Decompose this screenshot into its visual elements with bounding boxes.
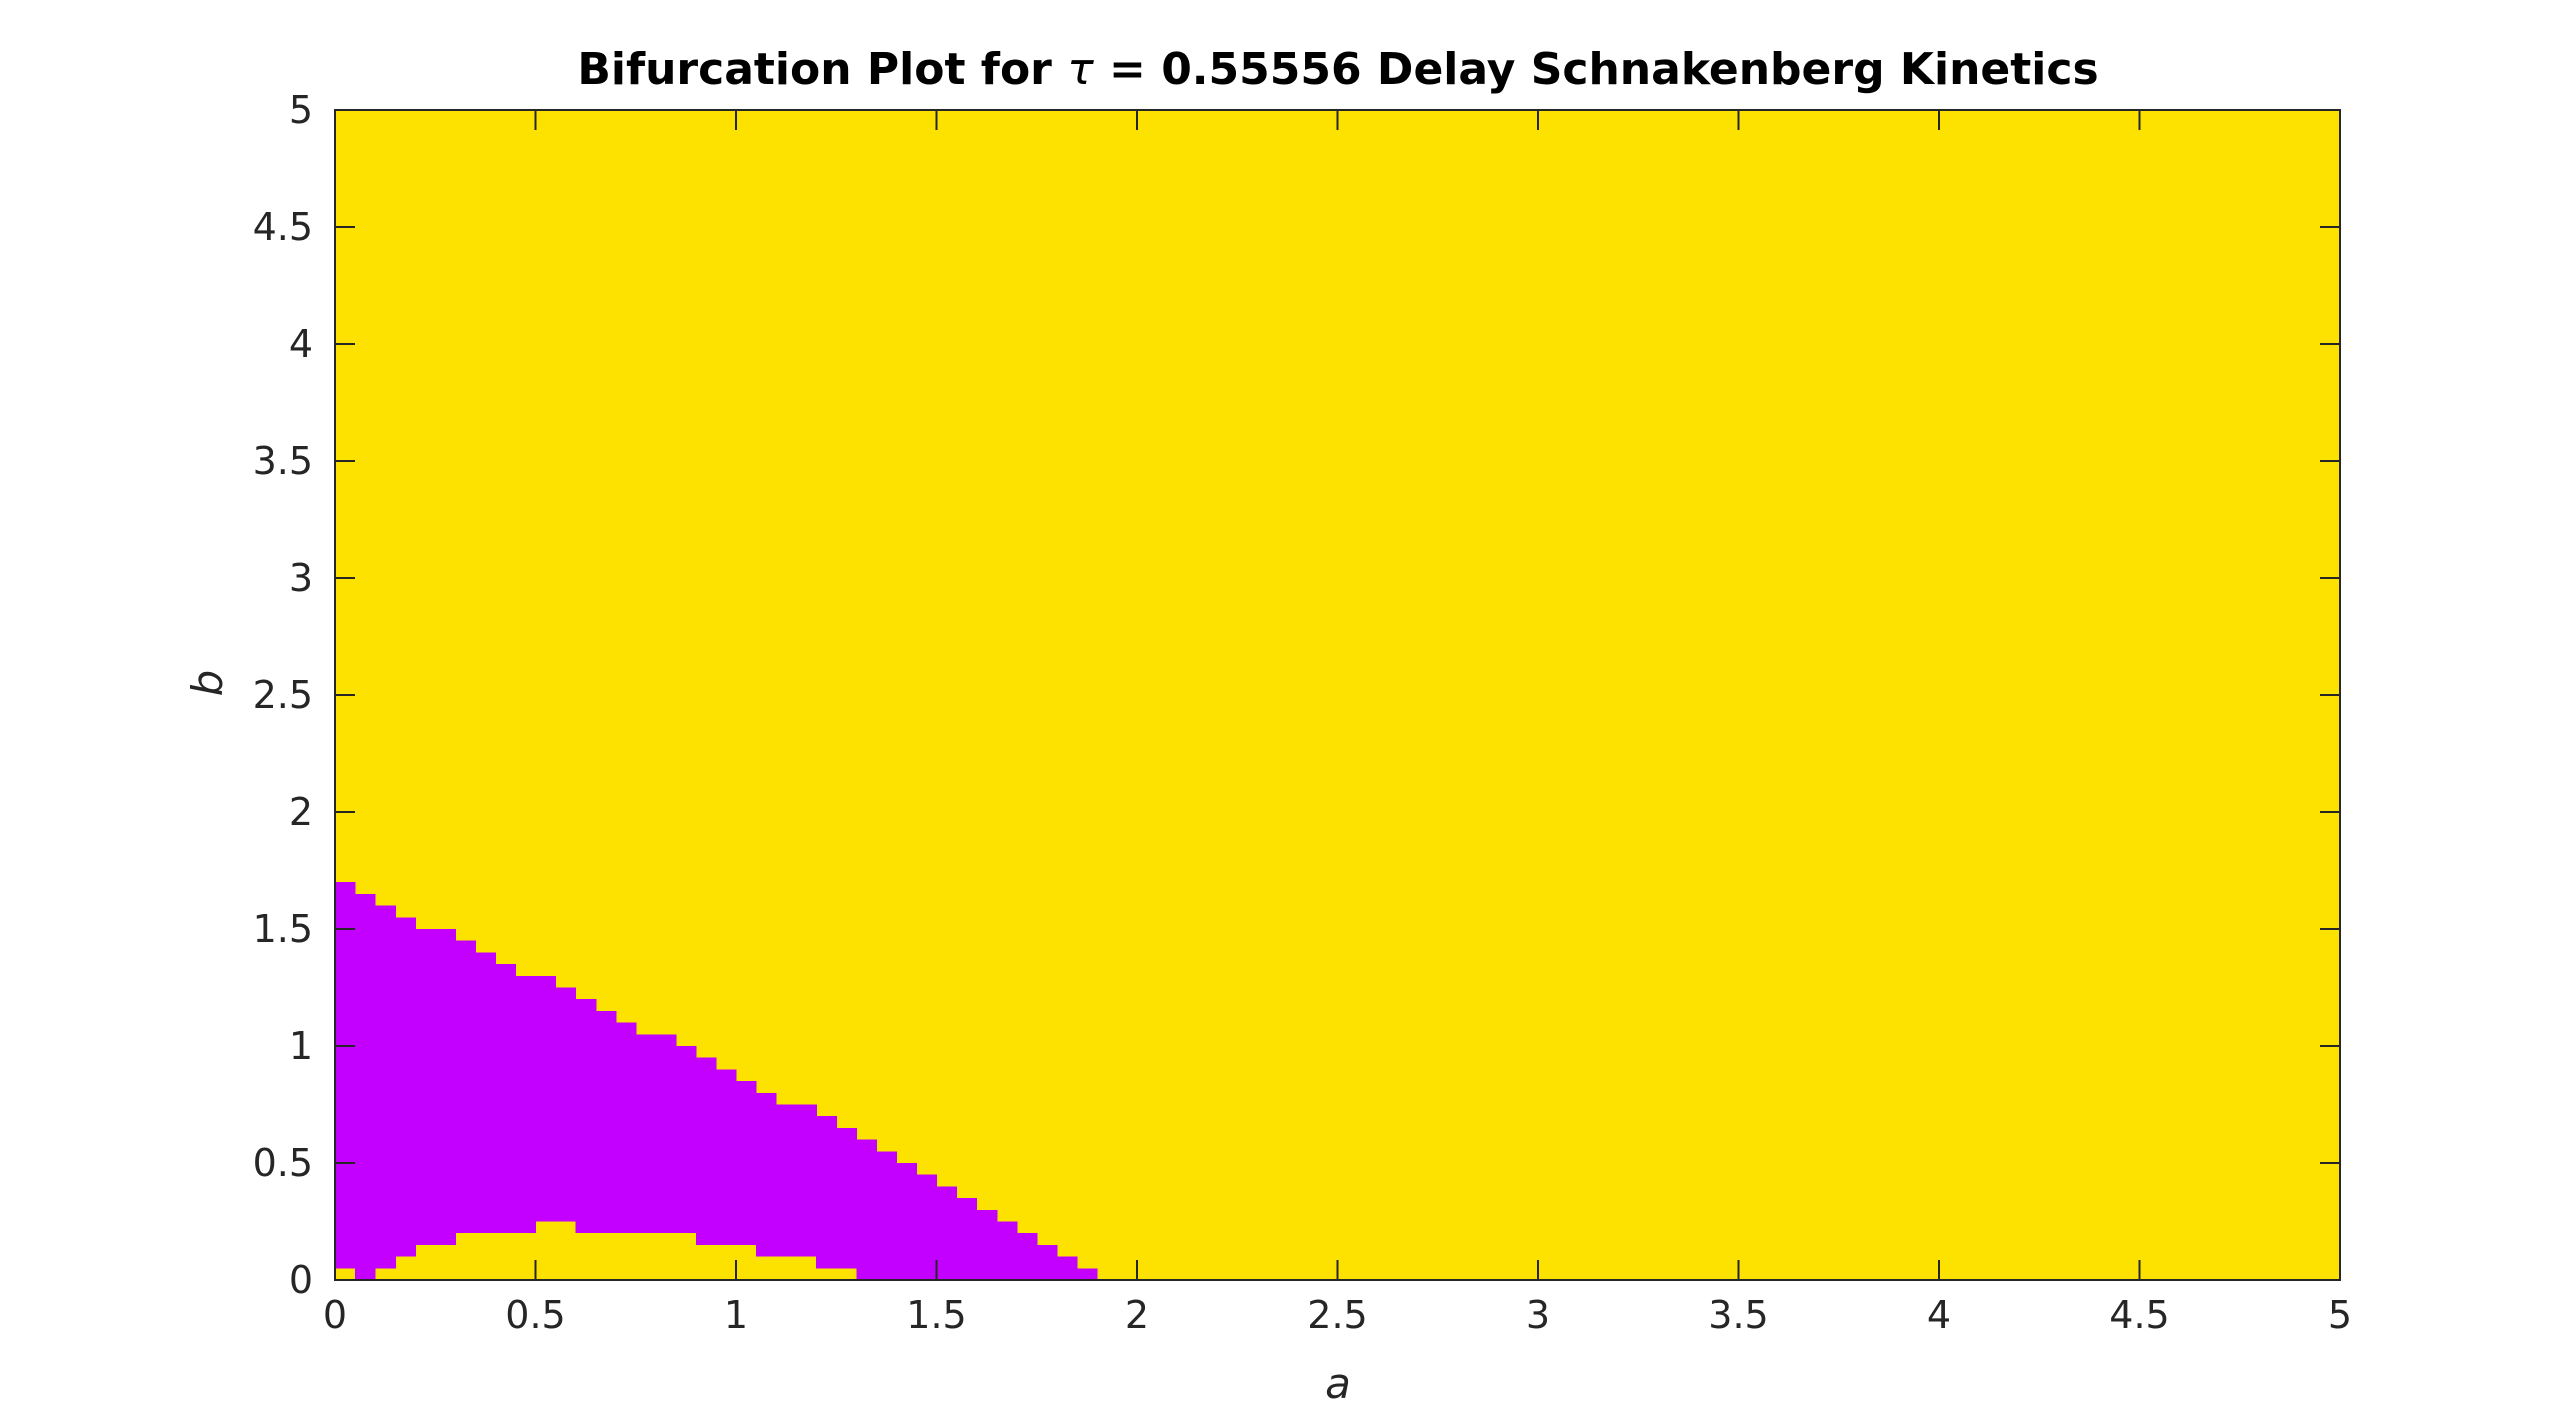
region-column-20 [736,1081,757,1245]
x-tick-label-8: 4 [1927,1293,1951,1337]
region-column-31 [956,1198,978,1280]
y-tick-label-8: 4 [289,322,313,366]
y-tick-label-2: 1 [289,1024,313,1068]
y-tick-label-10: 5 [289,88,313,132]
region-column-17 [675,1046,697,1234]
x-tick-label-1: 0.5 [505,1293,565,1337]
y-tick-label-9: 4.5 [253,205,313,249]
region-column-30 [936,1186,958,1280]
region-column-7 [475,952,496,1234]
region-column-11 [555,987,577,1222]
chart-title-suffix: = 0.55556 Delay Schnakenberg Kinetics [1094,44,2099,95]
x-tick-label-4: 2 [1125,1293,1149,1337]
region-column-14 [615,1022,637,1234]
region-column-35 [1036,1244,1058,1280]
region-column-33 [996,1221,1018,1280]
chart-title-tau-symbol: τ [1067,44,1094,95]
region-column-16 [655,1034,677,1234]
y-tick-label-5: 2.5 [253,673,313,717]
x-tick-label-9: 4.5 [2109,1293,2169,1337]
x-tick-label-5: 2.5 [1307,1293,1367,1337]
y-tick-label-3: 1.5 [253,907,313,951]
plot-area [335,110,2340,1280]
region-column-10 [535,975,557,1222]
instability-region [335,882,1098,1280]
region-column-23 [796,1104,817,1257]
x-tick-label-10: 5 [2328,1293,2352,1337]
region-column-9 [515,975,537,1234]
region-column-15 [635,1034,657,1234]
region-column-27 [876,1151,897,1280]
region-column-19 [715,1069,737,1245]
region-column-26 [856,1139,877,1280]
chart-title: Bifurcation Plot for τ = 0.55556 Delay S… [577,44,2098,95]
y-axis-tick-labels: 0 0.5 1 1.5 2 2.5 3 3.5 4 4.5 5 [253,88,313,1302]
chart-title-prefix: Bifurcation Plot for [577,44,1067,95]
region-column-5 [435,929,456,1245]
x-axis-label: a [1325,1359,1351,1408]
y-axis-label: b [183,670,232,697]
region-column-13 [595,1010,617,1234]
region-column-34 [1016,1233,1038,1280]
region-column-8 [495,964,517,1234]
region-column-12 [575,999,597,1234]
y-tick-label-6: 3 [289,556,313,600]
x-tick-label-0: 0 [323,1293,347,1337]
region-column-6 [455,940,476,1234]
y-tick-label-4: 2 [289,790,313,834]
region-column-37 [1076,1268,1098,1280]
region-column-1 [355,893,376,1280]
y-tick-label-7: 3.5 [253,439,313,483]
region-column-29 [916,1174,938,1280]
x-axis-tick-labels: 0 0.5 1 1.5 2 2.5 3 3.5 4 4.5 5 [323,1293,2352,1337]
region-column-3 [395,917,416,1257]
x-tick-label-6: 3 [1526,1293,1550,1337]
stable-patch-0 [335,1268,356,1280]
region-column-18 [695,1057,717,1245]
region-column-24 [816,1116,837,1269]
y-tick-label-0: 0 [289,1258,313,1302]
x-tick-label-7: 3.5 [1708,1293,1768,1337]
axes-box [334,109,2341,1281]
region-column-28 [896,1163,918,1280]
region-column-36 [1056,1256,1078,1280]
region-column-21 [756,1092,777,1257]
region-column-4 [415,929,436,1245]
y-tick-label-1: 0.5 [253,1141,313,1185]
x-tick-label-3: 1.5 [906,1293,966,1337]
region-column-0 [335,882,356,1280]
region-column-2 [375,905,396,1269]
x-tick-label-2: 1 [724,1293,748,1337]
region-column-22 [776,1104,797,1257]
stable-patches [335,1268,356,1280]
region-column-32 [976,1209,998,1280]
region-column-25 [836,1127,857,1269]
